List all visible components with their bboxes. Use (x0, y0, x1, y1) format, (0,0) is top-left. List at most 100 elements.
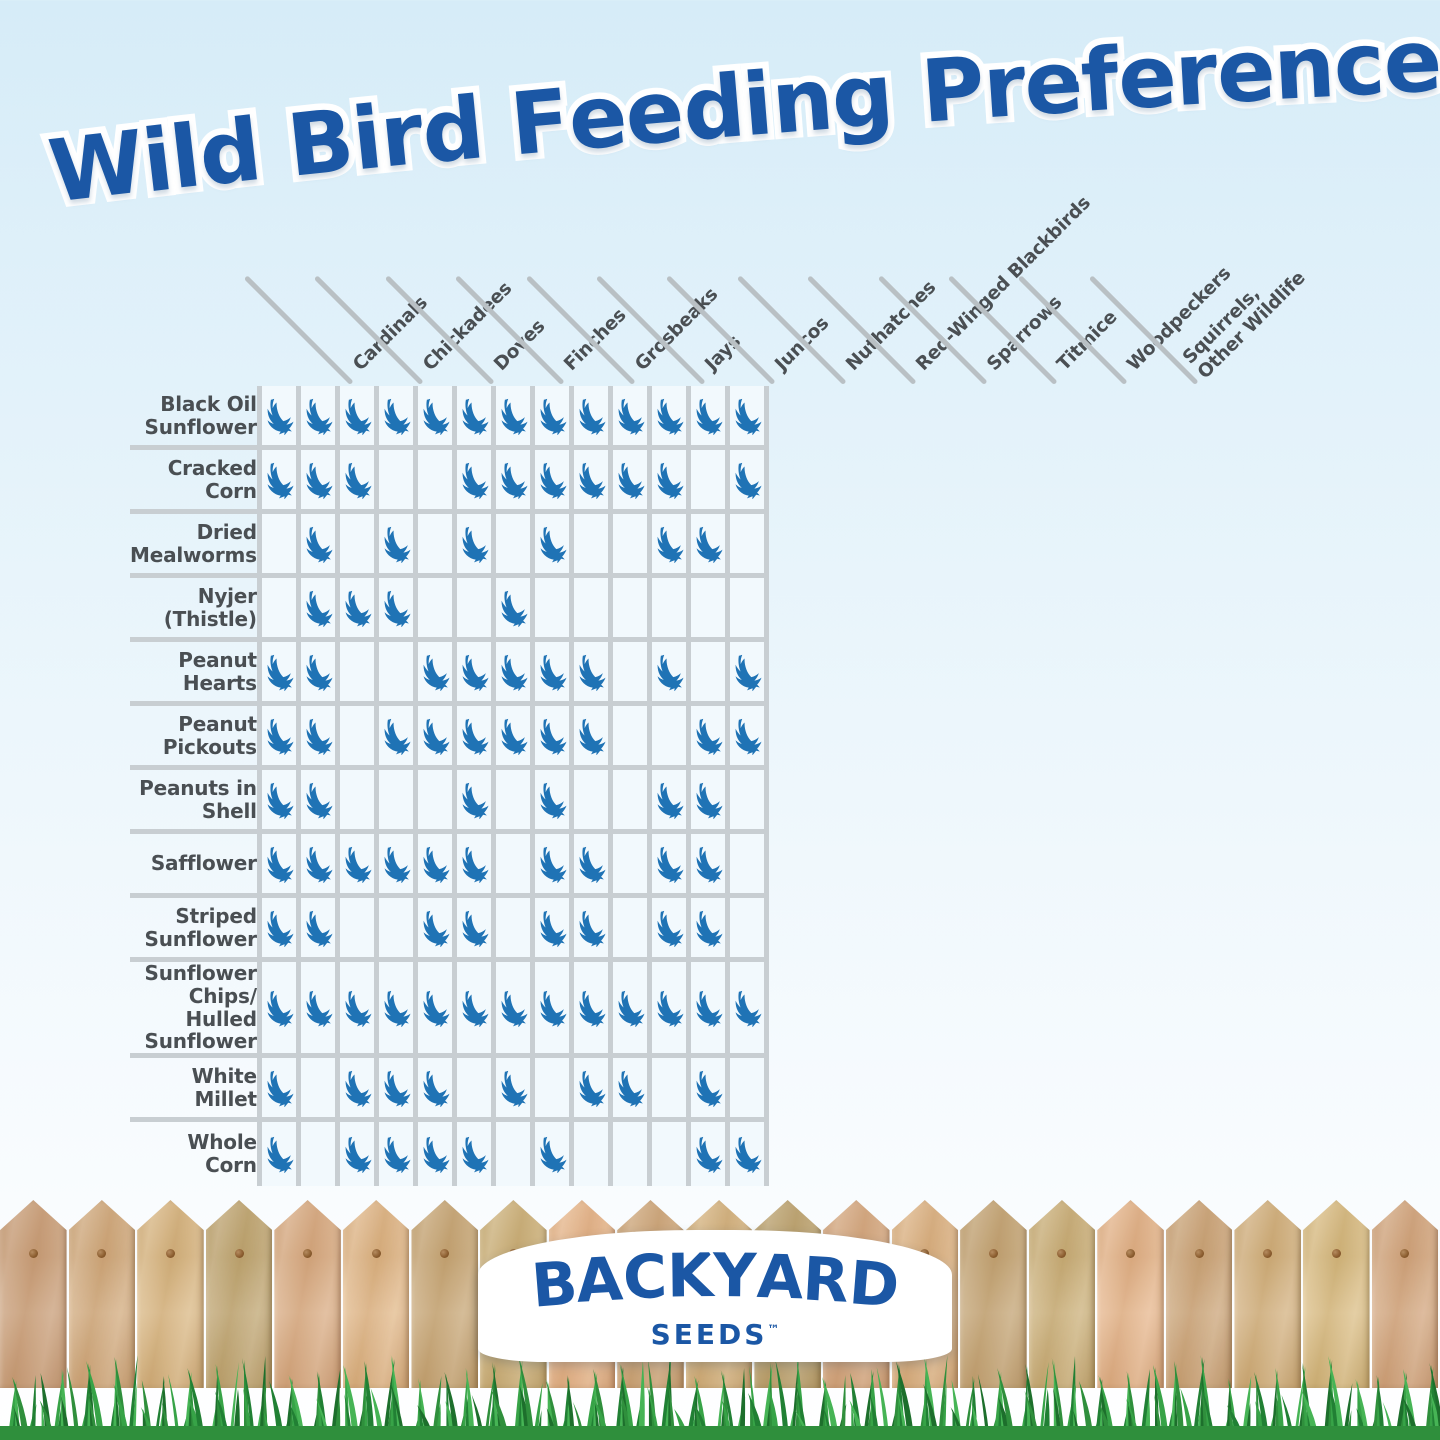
fence-picket (68, 1200, 136, 1388)
bird-icon (501, 1070, 528, 1107)
row-label-dried-mealworms: Dried Mealworms (130, 514, 257, 578)
row-label-peanuts-in-shell: Peanuts in Shell (130, 770, 257, 834)
cell-11-6 (495, 1122, 535, 1187)
row-label-peanut-hearts: Peanut Hearts (130, 642, 257, 706)
fence-nail (97, 1248, 107, 1258)
matrix-grid: Black Oil Sunflower Cracked Corn Dried Mea… (130, 386, 769, 1187)
bird-icon (306, 846, 333, 883)
fence-nail (1194, 1248, 1204, 1258)
cell-11-0 (256, 1122, 301, 1187)
cell-11-3 (378, 1122, 418, 1187)
cell-8-2 (339, 898, 379, 962)
cell-0-3 (378, 386, 418, 450)
cell-3-9 (612, 578, 652, 642)
bird-icon (735, 990, 762, 1027)
logo-brand-text: BACKYARD (526, 1238, 905, 1325)
column-header-label: Doves (489, 315, 550, 375)
bird-icon (579, 846, 606, 883)
bird-icon (423, 654, 450, 691)
bird-icon (696, 1136, 723, 1174)
fence-nail (988, 1248, 998, 1258)
bird-icon (267, 990, 294, 1027)
cell-9-11 (690, 962, 730, 1059)
table-row: Dried Mealworms (130, 514, 769, 578)
logo-plaque (478, 1230, 952, 1362)
cell-8-10 (651, 898, 691, 962)
cell-6-1 (300, 770, 340, 834)
fence-picket (1234, 1200, 1301, 1388)
row-label-nyjer-thistle: Nyjer (Thistle) (130, 578, 257, 642)
bird-icon (579, 1070, 606, 1107)
cell-8-0 (256, 898, 301, 962)
cell-10-0 (256, 1058, 301, 1123)
cell-8-12 (729, 898, 769, 962)
cell-3-4 (417, 578, 457, 642)
bird-icon (423, 910, 450, 947)
bird-icon (657, 910, 684, 947)
bird-icon (696, 526, 723, 563)
bird-icon (267, 846, 294, 883)
bird-icon (384, 1070, 411, 1107)
bird-icon (540, 462, 567, 499)
cell-10-1 (300, 1058, 340, 1123)
bird-icon (540, 718, 567, 755)
cell-4-10 (651, 642, 691, 706)
bird-icon (696, 398, 723, 435)
bird-icon (540, 910, 567, 947)
cell-4-11 (690, 642, 730, 706)
cell-5-7 (534, 706, 574, 770)
bird-icon (384, 398, 411, 435)
cell-6-5 (456, 770, 496, 834)
cell-10-9 (612, 1058, 652, 1123)
bird-icon (267, 718, 294, 755)
cell-4-8 (573, 642, 613, 706)
cell-7-11 (690, 834, 730, 898)
bird-icon (540, 654, 567, 691)
bird-icon (579, 462, 606, 499)
table-row: Sunflower Chips/Hulled Sunflower (130, 962, 769, 1059)
cell-9-0 (256, 962, 301, 1059)
bird-icon (735, 718, 762, 755)
cell-6-0 (256, 770, 301, 834)
row-label-sunflower-chips-hulled-sunflower: Sunflower Chips/Hulled Sunflower (130, 962, 257, 1059)
bird-icon (384, 590, 411, 627)
cell-7-1 (300, 834, 340, 898)
bird-icon (267, 910, 294, 947)
bird-icon (306, 590, 333, 627)
table-row: Cracked Corn (130, 450, 769, 514)
cell-9-6 (495, 962, 535, 1059)
bird-icon (423, 1136, 450, 1174)
cell-0-4 (417, 386, 457, 450)
table-row: Striped Sunflower (130, 898, 769, 962)
cell-7-5 (456, 834, 496, 898)
bird-icon (306, 718, 333, 755)
bird-icon (735, 398, 762, 435)
cell-4-3 (378, 642, 418, 706)
grass-graphic (0, 1355, 1440, 1440)
row-label-whole-corn: Whole Corn (187, 1130, 257, 1178)
bird-icon (306, 526, 333, 563)
bird-icon (696, 846, 723, 883)
cell-10-10 (651, 1058, 691, 1123)
bird-icon (462, 526, 489, 563)
bird-icon (579, 398, 606, 435)
cell-5-9 (612, 706, 652, 770)
cell-11-11 (690, 1122, 730, 1187)
cell-6-7 (534, 770, 574, 834)
bird-icon (462, 462, 489, 499)
cell-7-12 (729, 834, 769, 898)
cell-3-0 (256, 578, 301, 642)
bird-icon (306, 654, 333, 691)
cell-0-5 (456, 386, 496, 450)
bird-icon (384, 718, 411, 755)
bird-icon (345, 1070, 372, 1107)
bird-icon (462, 910, 489, 947)
cell-9-8 (573, 962, 613, 1059)
cell-0-9 (612, 386, 652, 450)
fence-nail (234, 1248, 244, 1258)
cell-7-0 (256, 834, 301, 898)
bird-icon (267, 654, 294, 691)
cell-6-4 (417, 770, 457, 834)
cell-0-2 (339, 386, 379, 450)
bird-icon (657, 462, 684, 499)
